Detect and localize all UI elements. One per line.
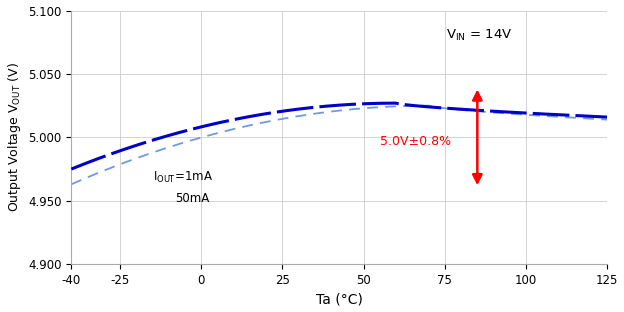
Text: V$_\mathrm{IN}$ = 14V: V$_\mathrm{IN}$ = 14V: [447, 28, 513, 43]
Text: I$_\mathrm{OUT}$=1mA: I$_\mathrm{OUT}$=1mA: [152, 170, 213, 185]
Text: 50mA: 50mA: [175, 193, 210, 205]
Text: 5.0V±0.8%: 5.0V±0.8%: [380, 135, 451, 148]
Y-axis label: Output Voltage V$_\mathrm{OUT}$ (V): Output Voltage V$_\mathrm{OUT}$ (V): [6, 62, 22, 212]
X-axis label: Ta (°C): Ta (°C): [316, 292, 363, 306]
